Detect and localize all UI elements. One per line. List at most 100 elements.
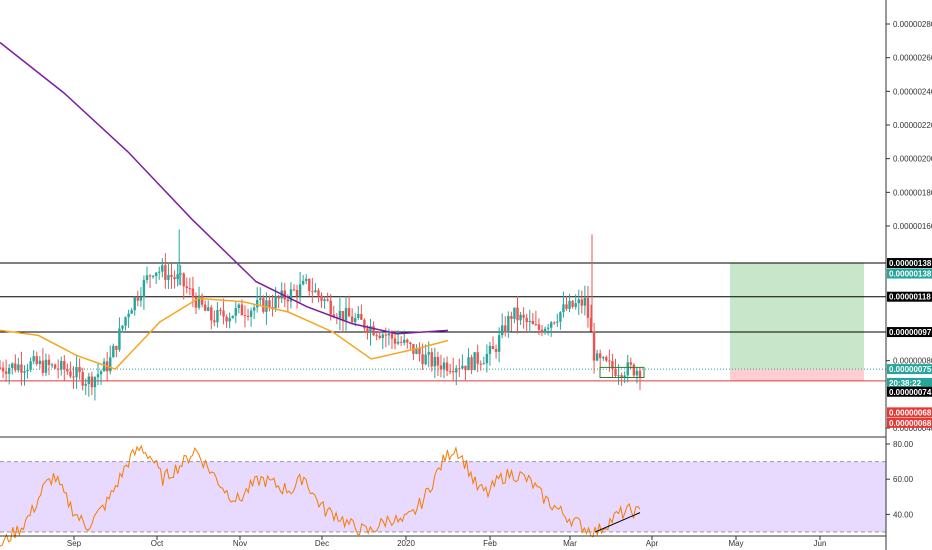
candle-body	[387, 333, 391, 336]
price-panel[interactable]	[0, 41, 886, 401]
candle-body	[531, 321, 535, 325]
candle-body	[427, 352, 430, 355]
candle-body	[197, 295, 201, 308]
time-tick-label: Sep	[67, 539, 82, 548]
candle-body	[66, 369, 69, 372]
candle-body	[249, 310, 253, 317]
candle-body	[366, 328, 369, 333]
candle-body	[4, 371, 8, 374]
candle-body	[158, 271, 161, 273]
candle-body	[314, 290, 317, 293]
candle-body	[592, 331, 596, 361]
candle-body	[546, 327, 550, 329]
candle-body	[243, 315, 247, 317]
candle-body	[629, 362, 633, 365]
candle-body	[87, 376, 91, 384]
candle-body	[375, 335, 378, 337]
candle-body	[488, 345, 492, 354]
candle-body	[252, 307, 256, 311]
candle-body	[50, 364, 54, 366]
candle-body	[246, 315, 250, 317]
candle-body	[543, 328, 547, 333]
price-tag-label: 20:38:22	[889, 379, 922, 388]
candle-body	[323, 299, 326, 301]
price-tick-label: 0.00000200	[893, 155, 932, 164]
candle-body	[586, 297, 590, 318]
candle-body	[608, 360, 611, 362]
candle-body	[497, 335, 501, 352]
candle-body	[69, 371, 72, 377]
candle-body	[121, 325, 124, 329]
candle-body	[516, 307, 519, 321]
candle-body	[424, 354, 427, 365]
candle-body	[164, 265, 167, 280]
candle-body	[60, 360, 63, 370]
price-tag-label: 0.00000138	[889, 259, 932, 268]
time-tick-label: Apr	[646, 539, 659, 548]
candle-body	[219, 310, 222, 312]
candle-body	[403, 339, 406, 343]
candle-body	[20, 364, 23, 373]
candle-body	[571, 300, 574, 307]
candle-body	[329, 300, 332, 315]
candle-body	[473, 352, 476, 371]
candle-body	[148, 275, 152, 277]
candle-body	[26, 369, 29, 372]
candle-body	[127, 313, 130, 318]
candle-body	[90, 376, 94, 388]
price-tick-label: 0.00000220	[893, 121, 932, 130]
candle-body	[406, 339, 409, 343]
candle-body	[14, 363, 17, 371]
time-tick-label: Oct	[151, 539, 164, 548]
candle-body	[332, 314, 335, 318]
candle-body	[295, 290, 299, 297]
candle-body	[494, 349, 498, 352]
candle-body	[308, 278, 311, 292]
candle-body	[519, 314, 522, 321]
candle-body	[635, 370, 639, 376]
candle-body	[436, 356, 440, 366]
price-tag	[887, 258, 932, 269]
candle-body	[632, 364, 636, 376]
candle-body	[568, 300, 571, 309]
price-tag	[887, 417, 932, 428]
candle-body	[623, 375, 626, 378]
candle-body	[595, 353, 599, 361]
candle-body	[216, 310, 219, 323]
candle-body	[191, 288, 195, 298]
time-tick-label: Jun	[814, 539, 827, 548]
candle-body	[418, 348, 421, 355]
candle-body	[222, 310, 225, 317]
candle-body	[513, 307, 516, 319]
candle-body	[133, 297, 136, 311]
candle-body	[390, 333, 394, 339]
candle-body	[301, 280, 305, 285]
candle-body	[35, 356, 38, 364]
candle-body	[479, 363, 482, 365]
candle-body	[525, 317, 528, 323]
candle-body	[445, 362, 449, 371]
candle-body	[194, 297, 198, 308]
candle-body	[75, 366, 78, 378]
candle-body	[136, 297, 139, 301]
rsi-panel[interactable]	[0, 444, 886, 547]
moving-average-0	[0, 41, 449, 335]
rsi-line	[0, 444, 641, 547]
rsi-tick-label: 80.00	[893, 440, 914, 449]
price-tag-label: 0.00000138	[889, 270, 932, 279]
candle-body	[565, 304, 568, 309]
candle-body	[53, 364, 57, 369]
candle-body	[399, 341, 403, 343]
candle-body	[38, 360, 42, 364]
candle-body	[626, 362, 629, 376]
candle-body	[617, 375, 620, 377]
candle-body	[470, 357, 473, 371]
candle-body	[228, 317, 231, 322]
candle-body	[415, 348, 418, 354]
candle-body	[274, 296, 277, 309]
candle-body	[442, 362, 446, 370]
candle-body	[504, 325, 507, 333]
candle-body	[185, 286, 188, 289]
candle-body	[507, 315, 510, 333]
